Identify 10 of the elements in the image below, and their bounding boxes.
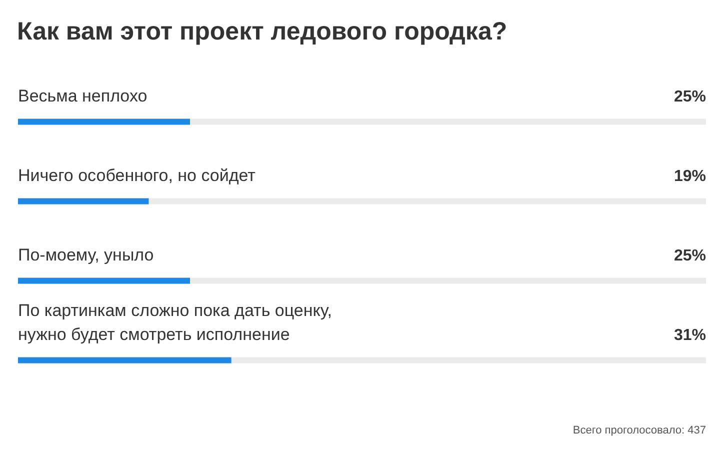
y-tick-label: Весьма неплохо bbox=[18, 86, 148, 106]
data-label: 25% bbox=[674, 88, 706, 106]
text: Всего проголосовало: 437 bbox=[572, 424, 706, 436]
data-label: 25% bbox=[674, 247, 706, 264]
y-tick-label: Ничего особенного, но сойдет bbox=[18, 166, 256, 185]
chart-title: Как вам этот проект ледового городка? bbox=[17, 18, 508, 46]
data-label: 31% bbox=[674, 326, 706, 344]
data-label: 19% bbox=[674, 168, 706, 185]
y-tick-label: По картинкам сложно пока дать оценку, нужно будет смотреть исполнение bbox=[18, 300, 337, 344]
y-tick-label: По-моему, уныло bbox=[18, 245, 154, 264]
